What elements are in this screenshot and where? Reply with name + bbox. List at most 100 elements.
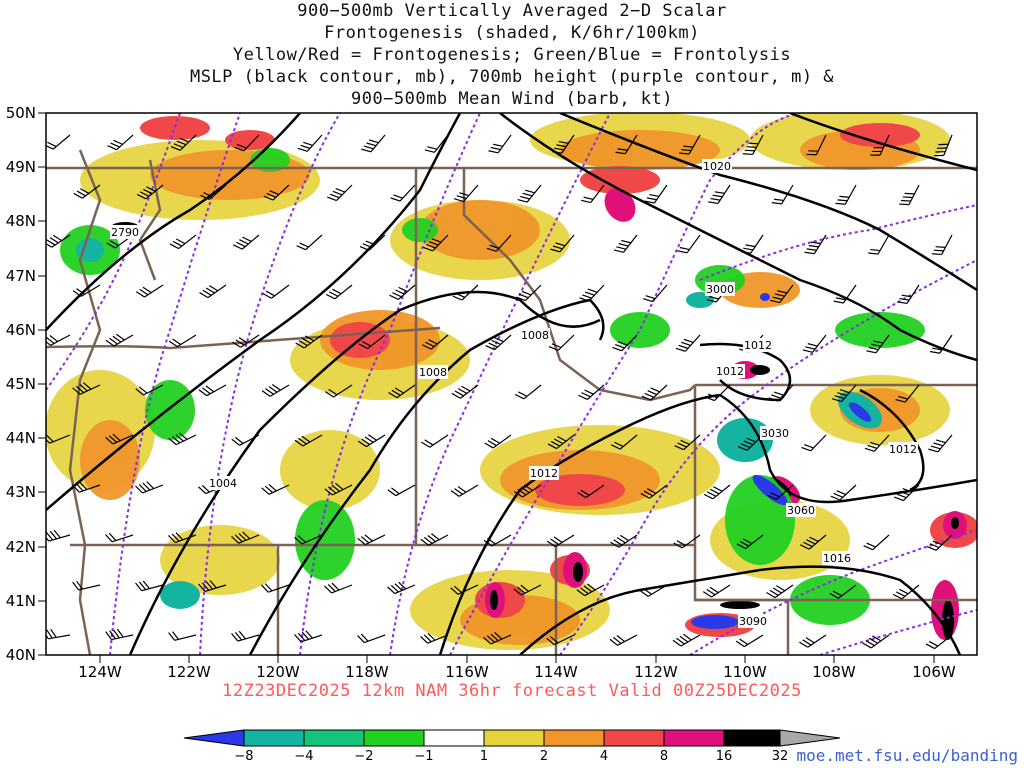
height-label: 3000 xyxy=(705,282,735,296)
mslp-label: 1020 xyxy=(702,159,732,173)
wind-barb xyxy=(833,284,857,304)
svg-text:3000: 3000 xyxy=(706,283,734,296)
colorbar-tick: 4 xyxy=(600,749,608,764)
svg-text:1008: 1008 xyxy=(521,329,549,342)
wind-barb xyxy=(735,634,764,648)
wind-barb xyxy=(261,483,290,495)
svg-text:1012: 1012 xyxy=(530,467,558,480)
wind-barb xyxy=(450,584,479,595)
height-label: 2790 xyxy=(110,225,140,239)
lat-label: 46N xyxy=(6,321,36,339)
wind-barb xyxy=(361,134,386,153)
wind-barb xyxy=(72,580,101,591)
wind-barb xyxy=(232,334,260,348)
wind-barb xyxy=(485,334,512,351)
wind-barb xyxy=(233,234,260,250)
wind-barb xyxy=(294,630,323,643)
lat-label: 44N xyxy=(6,429,36,447)
wind-barb xyxy=(297,134,323,152)
mslp-label: 1012 xyxy=(529,466,559,480)
wind-barb xyxy=(806,134,827,156)
wind-barb xyxy=(862,634,890,649)
lat-label: 45N xyxy=(6,375,36,393)
colorbar-swatch xyxy=(243,729,305,747)
wind-barb xyxy=(513,484,542,498)
wind-barb xyxy=(483,534,512,547)
wind-barb xyxy=(928,434,953,453)
forecast-valid-text: 12Z23DEC2025 12km NAM 36hr forecast Vali… xyxy=(222,681,802,701)
lon-label: 106W xyxy=(912,663,956,681)
wind-barb xyxy=(547,434,575,450)
wind-barb xyxy=(199,284,227,299)
wind-barb xyxy=(72,284,101,297)
wind-barb xyxy=(484,434,512,449)
wind-barb xyxy=(357,534,386,546)
wind-barb xyxy=(894,484,920,502)
wind-barb xyxy=(766,584,794,599)
wind-barb xyxy=(870,134,890,156)
state-borders xyxy=(46,149,977,655)
wind-barb xyxy=(895,384,920,403)
colorbar-swatch xyxy=(423,729,485,747)
contour-labels: 1020 1012 1008 1008 1012 1012 1012 1004 … xyxy=(110,159,918,628)
wind-barb xyxy=(926,534,953,551)
wind-barb xyxy=(72,382,101,395)
title-line-4: MSLP (black contour, mb), 700mb height (… xyxy=(189,67,835,87)
lat-axis: 50N 49N 48N 47N 46N 45N 44N 43N 42N 41N … xyxy=(6,104,46,664)
wind-barb xyxy=(357,434,386,448)
wind-barb xyxy=(548,334,575,351)
wind-barb xyxy=(864,434,890,452)
colorbar-tick: 16 xyxy=(716,749,733,764)
lat-label: 50N xyxy=(6,104,36,122)
colorbar-tick: −4 xyxy=(294,749,313,764)
wind-barb xyxy=(613,234,638,253)
mslp-label: 1012 xyxy=(888,442,918,456)
colorbar-tick: 8 xyxy=(660,749,668,764)
mslp-label: 1008 xyxy=(520,328,550,342)
svg-text:1020: 1020 xyxy=(703,160,731,173)
svg-text:3030: 3030 xyxy=(761,427,789,440)
mslp-label: 1004 xyxy=(208,476,238,490)
wind-barb xyxy=(892,584,920,600)
wind-barb xyxy=(234,134,260,152)
wind-barb xyxy=(388,384,416,399)
wind-barb xyxy=(866,334,890,354)
wind-barb xyxy=(450,484,479,497)
wind-barb xyxy=(296,234,323,251)
height-label: 3060 xyxy=(786,503,816,517)
wind-barb xyxy=(517,184,542,203)
wind-barb xyxy=(677,234,701,254)
wind-barb xyxy=(169,234,197,250)
wind-barb xyxy=(830,484,857,501)
svg-text:3090: 3090 xyxy=(739,615,767,628)
svg-text:2790: 2790 xyxy=(111,226,139,239)
wind-barb xyxy=(390,184,416,202)
wind-barb xyxy=(453,184,479,203)
wind-barb xyxy=(897,284,920,305)
wind-barb xyxy=(514,384,542,400)
wind-barb xyxy=(357,633,386,644)
wind-barb xyxy=(105,333,134,347)
wind-barb xyxy=(771,184,794,205)
wind-barb xyxy=(358,334,386,350)
lat-label: 47N xyxy=(6,267,36,285)
wind-barb xyxy=(424,134,449,153)
wind-barb xyxy=(168,432,197,446)
wind-barb xyxy=(640,484,668,499)
wind-barb xyxy=(294,434,323,447)
wind-barb xyxy=(168,631,197,641)
height-label: 3030 xyxy=(760,426,790,440)
wind-barb xyxy=(740,234,764,254)
wind-barb xyxy=(742,134,764,156)
colorbar-swatch xyxy=(663,729,725,747)
wind-barb xyxy=(768,384,794,402)
wind-barb xyxy=(737,434,764,451)
title-line-5: 900−500mb Mean Wind (barb, kt) xyxy=(350,89,674,109)
wind-barb xyxy=(387,484,416,497)
wind-barb xyxy=(46,628,71,640)
wind-barb xyxy=(170,134,197,151)
lat-label: 49N xyxy=(6,158,36,176)
wind-barb xyxy=(516,284,542,302)
lat-label: 48N xyxy=(6,212,36,230)
